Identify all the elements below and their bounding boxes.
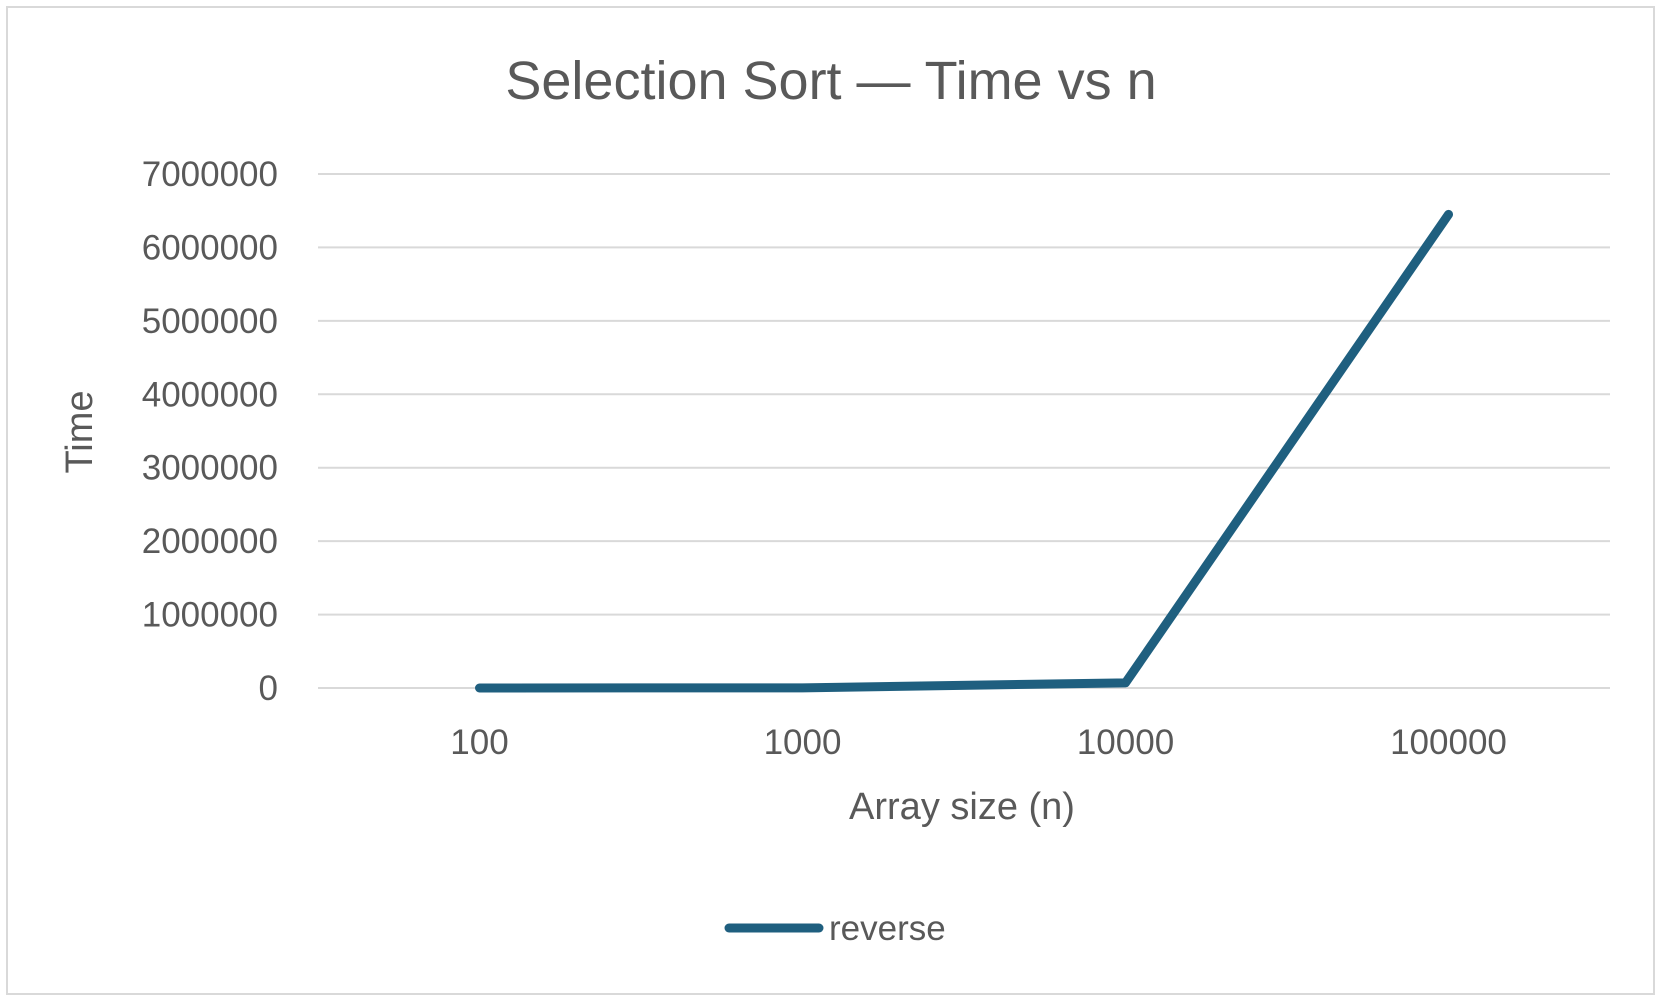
series-line-reverse <box>475 209 1453 693</box>
x-tick-label-1: 1000 <box>764 723 842 762</box>
y-tick-label-2: 2000000 <box>142 522 278 561</box>
y-tick-label-7: 7000000 <box>142 155 278 194</box>
y-tick-label-1: 1000000 <box>142 596 278 635</box>
chart-title: Selection Sort — Time vs n <box>505 51 1156 111</box>
y-tick-label-5: 5000000 <box>142 302 278 341</box>
y-tick-label-6: 6000000 <box>142 228 278 267</box>
series-lines <box>475 209 1453 693</box>
y-tick-label-0: 0 <box>259 669 278 708</box>
x-axis-tick-labels: 100 1000 10000 100000 <box>450 723 1507 762</box>
y-axis-title: Time <box>59 390 101 473</box>
legend: reverse <box>724 909 946 948</box>
x-axis-title: Array size (n) <box>849 786 1075 828</box>
y-axis-tick-labels: 0 1000000 2000000 3000000 4000000 5000000 6000… <box>142 155 278 708</box>
x-tick-label-3: 100000 <box>1390 723 1507 762</box>
x-tick-label-2: 10000 <box>1077 723 1174 762</box>
y-tick-label-3: 3000000 <box>142 449 278 488</box>
y-tick-label-4: 4000000 <box>142 375 278 414</box>
x-tick-label-0: 100 <box>450 723 508 762</box>
legend-label-reverse: reverse <box>829 909 946 948</box>
gridlines <box>318 173 1610 689</box>
chart-frame <box>6 6 1655 995</box>
